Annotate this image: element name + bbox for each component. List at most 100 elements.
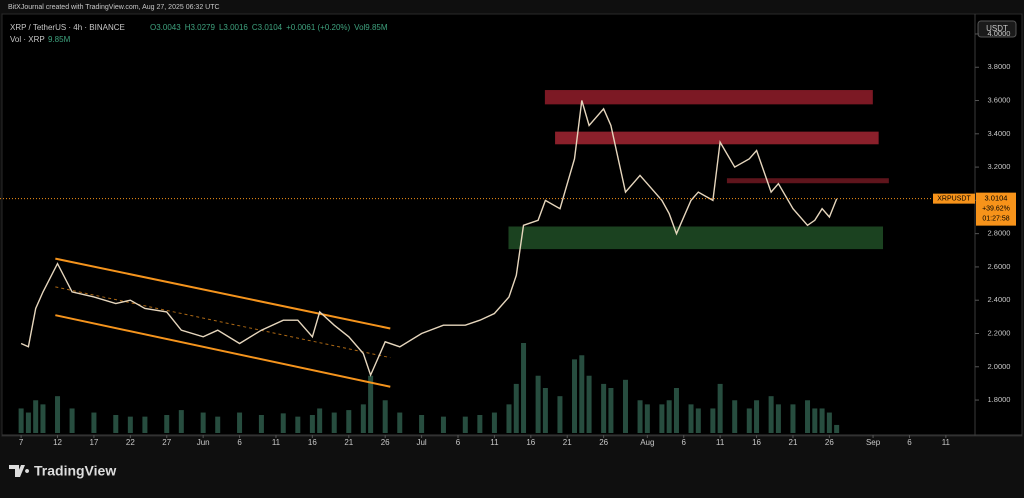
volume-bar [812,408,818,433]
volume-title: Vol · XRP [10,35,45,44]
x-tick-label: 21 [563,438,572,447]
price-tag-change: +39.62% [982,205,1010,212]
x-tick-label: Jun [197,438,210,447]
volume-bar [768,396,774,433]
ohlc-label: +0.0061 (+0.20%) [286,23,350,32]
volume-bar [542,388,548,433]
x-tick-label: 22 [126,438,135,447]
volume-bar [644,404,650,433]
volume-bar [280,413,286,433]
volume-bar [346,410,352,433]
volume-bar [127,416,133,433]
x-tick-label: 16 [308,438,317,447]
x-tick-label: 16 [752,438,761,447]
y-tick-label: 2.4000 [988,295,1011,304]
x-tick-label: 11 [716,438,725,447]
x-tick-label: 21 [789,438,798,447]
volume-bar [258,415,264,433]
y-tick-label: 3.2000 [988,162,1011,171]
volume-bar [25,412,31,433]
x-tick-label: 26 [825,438,834,447]
volume-bar [368,375,374,433]
volume-bar [491,412,497,433]
x-tick-label: 17 [89,438,98,447]
volume-bar [608,388,614,433]
volume-bar [775,404,781,433]
y-tick-label: 2.0000 [988,362,1011,371]
ohlc-label: Vol9.85M [354,23,388,32]
currency-button[interactable] [977,20,1017,38]
volume-bar [215,416,221,433]
symbol-title: XRP / TetherUS · 4h · BINANCE [10,23,125,32]
volume-bar [462,416,468,433]
volume-bar [164,415,170,433]
volume-bar [819,408,825,433]
volume-bar [622,379,628,433]
volume-bar [586,375,592,433]
volume-bar [790,404,796,433]
volume-bar [397,412,403,433]
volume-bar [601,383,607,433]
x-tick-label: 26 [599,438,608,447]
y-tick-label: 2.8000 [988,229,1011,238]
y-tick-label: 2.2000 [988,328,1011,337]
volume-bar [40,404,46,433]
volume-bar [506,404,512,433]
volume-bar [142,416,148,433]
x-tick-label: 12 [53,438,62,447]
y-tick-label: 2.6000 [988,262,1011,271]
volume-value: 9.85M [48,35,71,44]
x-tick-label: 6 [682,438,687,447]
y-tick-label: 1.8000 [988,395,1011,404]
attribution: BitXJournal created with TradingView.com… [8,4,220,11]
zone [726,178,889,184]
currency-label[interactable]: USDT [986,24,1008,33]
volume-bar [710,408,716,433]
volume-bar [673,388,679,433]
price-tag-symbol: XRPUSDT [937,195,971,202]
x-tick-label: 27 [162,438,171,447]
volume-bar [317,408,323,433]
x-tick-label: 6 [907,438,912,447]
price-tag-countdown: 01:27:58 [982,215,1009,222]
x-tick-label: 21 [344,438,353,447]
volume-bar [295,416,301,433]
volume-bar [69,408,75,433]
x-tick-label: 26 [381,438,390,447]
price-tag-symbol-bg [933,193,975,204]
x-tick-label: Aug [640,438,654,447]
volume-bar [419,415,425,433]
x-tick-label: 7 [19,438,24,447]
volume-bar [659,404,665,433]
volume-bar [91,412,97,433]
ohlc-label: L3.0016 [219,23,248,32]
y-tick-label: 4.0000 [988,29,1011,38]
volume-bar [695,408,701,433]
volume-bar [717,383,723,433]
brand-name: TradingView [34,463,116,479]
logo [9,465,30,477]
channel-line [55,314,391,388]
volume-bar [572,359,578,433]
volume-bar [826,412,832,433]
volume-bar [535,375,541,433]
volume-bar [805,400,811,433]
volume-bar [113,415,119,433]
price-line [20,100,838,378]
x-tick-label: 16 [526,438,535,447]
zone [544,90,873,105]
volume-bar [637,400,643,433]
x-tick-label: 6 [237,438,242,447]
y-tick-label: 3.6000 [988,96,1011,105]
volume-bar [666,400,672,433]
volume-bar [732,400,738,433]
logo-icon [9,465,30,477]
price-tag-value: 3.0104 [985,194,1008,203]
volume-bar [55,396,61,433]
volume-bar [477,415,483,433]
x-tick-label: 11 [490,438,499,447]
volume-bar [440,416,446,433]
y-tick-label: 3.8000 [988,62,1011,71]
volume-bar [360,404,366,433]
